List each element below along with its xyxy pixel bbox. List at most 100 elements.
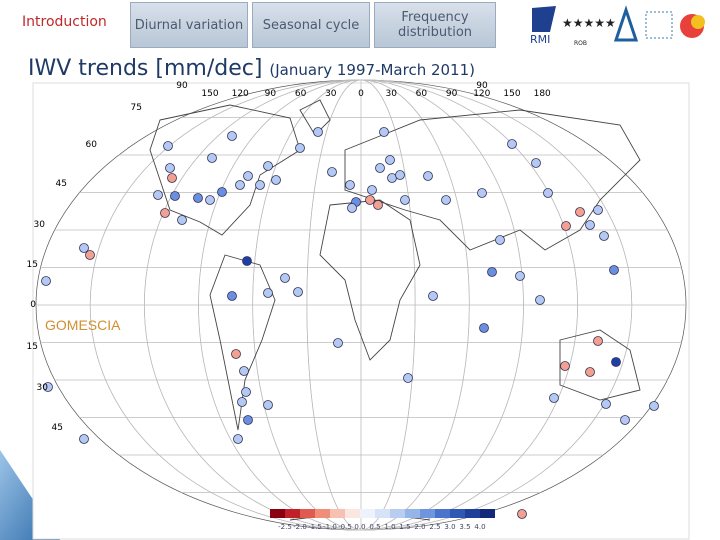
station [177, 215, 187, 225]
nav-tab-active[interactable]: Introduction [22, 14, 107, 30]
station [477, 188, 487, 198]
lat-label: 15 [27, 342, 38, 352]
logo-circle [691, 15, 705, 29]
nav-tab[interactable]: Frequency distribution [374, 2, 496, 48]
station [255, 180, 265, 190]
station [347, 203, 357, 213]
station [235, 180, 245, 190]
logo-a [613, 5, 639, 42]
colorbar-swatch [435, 509, 450, 518]
station [561, 221, 571, 231]
colorbar-swatch [405, 509, 420, 518]
station [479, 323, 489, 333]
station [243, 415, 253, 425]
station [241, 387, 251, 397]
station [205, 195, 215, 205]
station [79, 434, 89, 444]
station [165, 163, 175, 173]
station [263, 400, 273, 410]
station [242, 256, 252, 266]
colorbar-label: 3.5 [459, 523, 470, 531]
logo-rob: ROB [574, 40, 587, 47]
lon-label: 0 [358, 89, 364, 99]
colorbar-swatch [375, 509, 390, 518]
nav-tab[interactable]: Diurnal variation [130, 2, 248, 48]
station [231, 349, 241, 359]
colorbar-swatch [270, 509, 285, 518]
station [585, 367, 595, 377]
station [373, 200, 383, 210]
lat-label: 45 [56, 179, 67, 189]
logo-rmi: RMI [530, 33, 550, 46]
station [649, 401, 659, 411]
nav-tab[interactable]: Seasonal cycle [252, 2, 370, 48]
lon-label: 60 [416, 89, 428, 99]
station [367, 185, 377, 195]
station [239, 366, 249, 376]
title-text: IWV trends [mm/dec] [28, 56, 263, 81]
station [227, 291, 237, 301]
lat-label: 45 [52, 423, 63, 433]
station [79, 243, 89, 253]
station [327, 167, 337, 177]
station [601, 399, 611, 409]
colorbar-label: 4.0 [474, 523, 485, 531]
station [609, 265, 619, 275]
pole-label: 90 [476, 81, 488, 91]
station [243, 171, 253, 181]
lat-label: 30 [34, 220, 46, 230]
station [293, 287, 303, 297]
station [495, 235, 505, 245]
station [593, 336, 603, 346]
colorbar-label: 3.0 [444, 523, 455, 531]
colorbar-label: 0.0 [354, 523, 365, 531]
colorbar-swatch [285, 509, 300, 518]
station [170, 191, 180, 201]
station [507, 139, 517, 149]
colorbar-label: -1.0 [323, 523, 337, 531]
station [487, 267, 497, 277]
station [153, 190, 163, 200]
lat-label: 0 [30, 300, 36, 310]
colorbar-swatch [450, 509, 465, 518]
station [263, 288, 273, 298]
station [593, 205, 603, 215]
station [403, 373, 413, 383]
map-label: GOMESCIA [45, 317, 121, 333]
lon-label: 30 [325, 89, 337, 99]
station [395, 170, 405, 180]
lon-label: 120 [232, 89, 249, 99]
station [41, 276, 51, 286]
station [345, 180, 355, 190]
station [535, 295, 545, 305]
station [271, 175, 281, 185]
colorbar-label: -2.0 [293, 523, 307, 531]
station [313, 127, 323, 137]
station [193, 193, 203, 203]
colorbar-swatch [330, 509, 345, 518]
coastlines [149, 99, 641, 521]
title: IWV trends [mm/dec] (January 1997-March … [28, 56, 475, 81]
stations [41, 127, 659, 519]
lat-label: 15 [27, 260, 38, 270]
station [217, 187, 227, 197]
station [549, 393, 559, 403]
lon-label: 90 [446, 89, 458, 99]
colorbar-swatch [360, 509, 375, 518]
station [167, 173, 177, 183]
colorbar-label: 2.5 [429, 523, 440, 531]
station [365, 195, 375, 205]
logo-grid [645, 11, 673, 39]
colorbar-label: 1.0 [384, 523, 395, 531]
colorbar-swatch [300, 509, 315, 518]
station [531, 158, 541, 168]
lon-label: 180 [534, 89, 551, 99]
pole-label: 90 [176, 81, 188, 91]
station [560, 361, 570, 371]
station [585, 220, 595, 230]
station [43, 382, 53, 392]
graticule [35, 79, 687, 531]
station [375, 163, 385, 173]
station [517, 509, 527, 519]
